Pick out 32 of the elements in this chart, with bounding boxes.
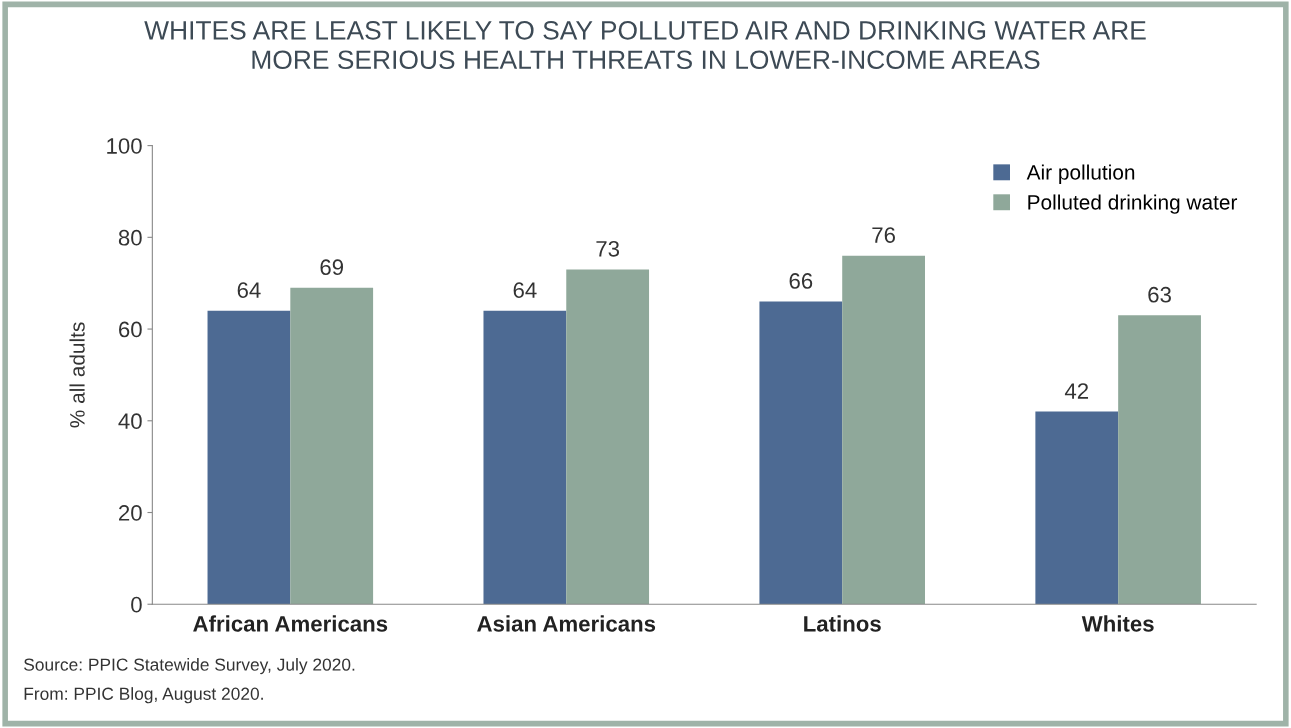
bar bbox=[207, 310, 291, 605]
bar bbox=[842, 255, 925, 605]
bar bbox=[290, 287, 374, 605]
y-tick-label: 40 bbox=[118, 413, 142, 430]
y-tick-label: 20 bbox=[119, 505, 142, 521]
data-label: 69 bbox=[320, 259, 344, 276]
data-label: 73 bbox=[596, 240, 620, 257]
x-tick-label: Latinos bbox=[804, 615, 881, 632]
data-label: 76 bbox=[872, 227, 895, 243]
bar bbox=[1118, 315, 1201, 605]
bar bbox=[1035, 411, 1119, 605]
x-tick-label: African Americans bbox=[193, 615, 388, 632]
x-tick-label: Whites bbox=[1081, 615, 1154, 632]
bar bbox=[483, 310, 567, 605]
source-note: Source: PPIC Statewide Survey, July 2020. bbox=[24, 658, 355, 675]
data-label: 66 bbox=[789, 273, 813, 289]
y-tick-label: 100 bbox=[107, 138, 142, 154]
data-label: 64 bbox=[513, 282, 537, 298]
chart-title: WHITES ARE LEAST LIKELY TO SAY POLLUTED AIR AND DRINKING WATER ARE MORE SERIOUS HEALTH THREATS IN LOWER-INCOME AREAS bbox=[144, 21, 1146, 70]
y-axis-title: % all adults bbox=[69, 322, 85, 428]
bar bbox=[759, 301, 843, 605]
y-tick-label: 0 bbox=[131, 596, 142, 613]
y-tick-label: 80 bbox=[118, 229, 142, 246]
x-tick-label: Asian Americans bbox=[477, 615, 656, 632]
y-tick-label: 60 bbox=[119, 321, 142, 338]
data-label: 42 bbox=[1064, 383, 1089, 399]
data-label: 63 bbox=[1148, 286, 1171, 303]
text: From: PPIC Blog, August 2020. bbox=[24, 687, 263, 704]
legend-label: Air pollution bbox=[1026, 164, 1135, 184]
data-label: 64 bbox=[237, 282, 261, 298]
bar bbox=[566, 269, 650, 605]
legend-label: Polluted drinking water bbox=[1028, 194, 1238, 214]
